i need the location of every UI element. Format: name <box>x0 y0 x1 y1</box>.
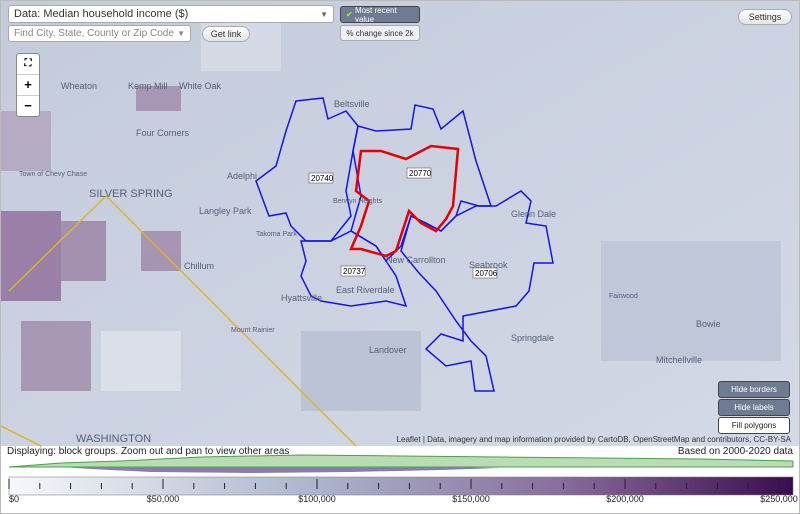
scale-label: $200,000 <box>606 494 644 504</box>
scale-label: $50,000 <box>147 494 180 504</box>
place-label: New Carrollton <box>386 255 446 265</box>
settings-button[interactable]: Settings <box>738 9 792 25</box>
zip-label: 20740 <box>311 174 334 183</box>
income-patches <box>1 21 781 411</box>
data-select-label: Data: Median household income ($) <box>14 8 189 20</box>
zip-labels: 20740 20770 20737 20706 <box>308 167 498 279</box>
place-labels: Wheaton Kemp Mill White Oak Beltsville F… <box>19 81 721 445</box>
search-placeholder: Find City, State, County or Zip Code <box>14 28 174 39</box>
scale-label: $150,000 <box>452 494 490 504</box>
place-label: Adelphi <box>227 171 257 181</box>
place-label: Mitchellville <box>656 355 702 365</box>
zip-label: 20706 <box>475 269 498 278</box>
zoom-out-button[interactable]: − <box>24 98 32 113</box>
zoom-control: ⛶ + − <box>16 53 40 117</box>
zoom-in-button[interactable]: + <box>17 75 39 96</box>
fill-polygons-button[interactable]: Fill polygons <box>718 417 790 434</box>
display-status: Displaying: block groups. Zoom out and p… <box>7 446 290 457</box>
data-select[interactable]: Data: Median household income ($) ▼ <box>8 5 334 23</box>
place-label: Springdale <box>511 333 554 343</box>
data-basis: Based on 2000-2020 data <box>677 446 793 457</box>
place-label: East Riverdale <box>336 285 395 295</box>
place-label: White Oak <box>179 81 222 91</box>
histogram-selection <box>61 467 501 473</box>
gradient-bar <box>8 476 794 496</box>
place-label: Hyattsville <box>281 293 322 303</box>
zip-borders <box>255 97 554 392</box>
place-label: Town of Chevy Chase <box>19 171 87 178</box>
zip-label: 20770 <box>409 169 432 178</box>
fullscreen-button[interactable]: ⛶ <box>17 54 39 75</box>
color-scale: $0 $50,000 $100,000 $150,000 $200,000 $250,00… <box>8 454 798 504</box>
place-label: Beltsville <box>334 99 370 109</box>
scale-label: $0 <box>9 494 19 504</box>
get-link-button[interactable]: Get link <box>202 26 250 42</box>
place-label: Fairwood <box>609 293 638 300</box>
place-label: WASHINGTON <box>76 433 151 445</box>
place-label: Bowie <box>696 319 721 329</box>
dropdown-arrow: ▼ <box>177 29 185 38</box>
scale-label: $100,000 <box>298 494 336 504</box>
place-label: Seabrook <box>469 260 508 270</box>
place-label: Mount Rainier <box>231 327 275 334</box>
histogram-area <box>8 454 794 468</box>
place-label: Kemp Mill <box>128 81 168 91</box>
selected-zip-border <box>349 144 460 258</box>
boundary-lines <box>1 194 357 446</box>
place-label: Chillum <box>184 261 214 271</box>
pct-change-button[interactable]: % change since 2k <box>340 25 420 41</box>
place-label: Wheaton <box>61 81 97 91</box>
map: Wheaton Kemp Mill White Oak Beltsville F… <box>1 1 799 446</box>
place-label: SILVER SPRING <box>89 188 173 200</box>
place-label: Landover <box>369 345 407 355</box>
place-label: Takoma Park <box>256 231 297 238</box>
zip-label: 20737 <box>343 267 366 276</box>
most-recent-button[interactable]: ✔ Most recent value <box>340 5 420 24</box>
scale-label: $250,000 <box>760 494 798 504</box>
scale-ticks <box>8 479 780 489</box>
place-label: Berwyn Heights <box>333 198 383 205</box>
place-label: Four Corners <box>136 128 190 138</box>
dropdown-arrow: ▼ <box>320 9 328 19</box>
search-box[interactable]: Find City, State, County or Zip Code ▼ <box>8 25 191 42</box>
hide-borders-button[interactable]: Hide borders <box>718 381 790 398</box>
check-icon: ✔ <box>346 10 355 19</box>
most-recent-label: Most recent value <box>354 5 397 24</box>
attribution: Leaflet | Data, imagery and map informat… <box>397 435 792 444</box>
place-label: Glenn Dale <box>511 209 556 219</box>
place-label: Langley Park <box>199 206 252 216</box>
hide-labels-button[interactable]: Hide labels <box>718 399 790 416</box>
